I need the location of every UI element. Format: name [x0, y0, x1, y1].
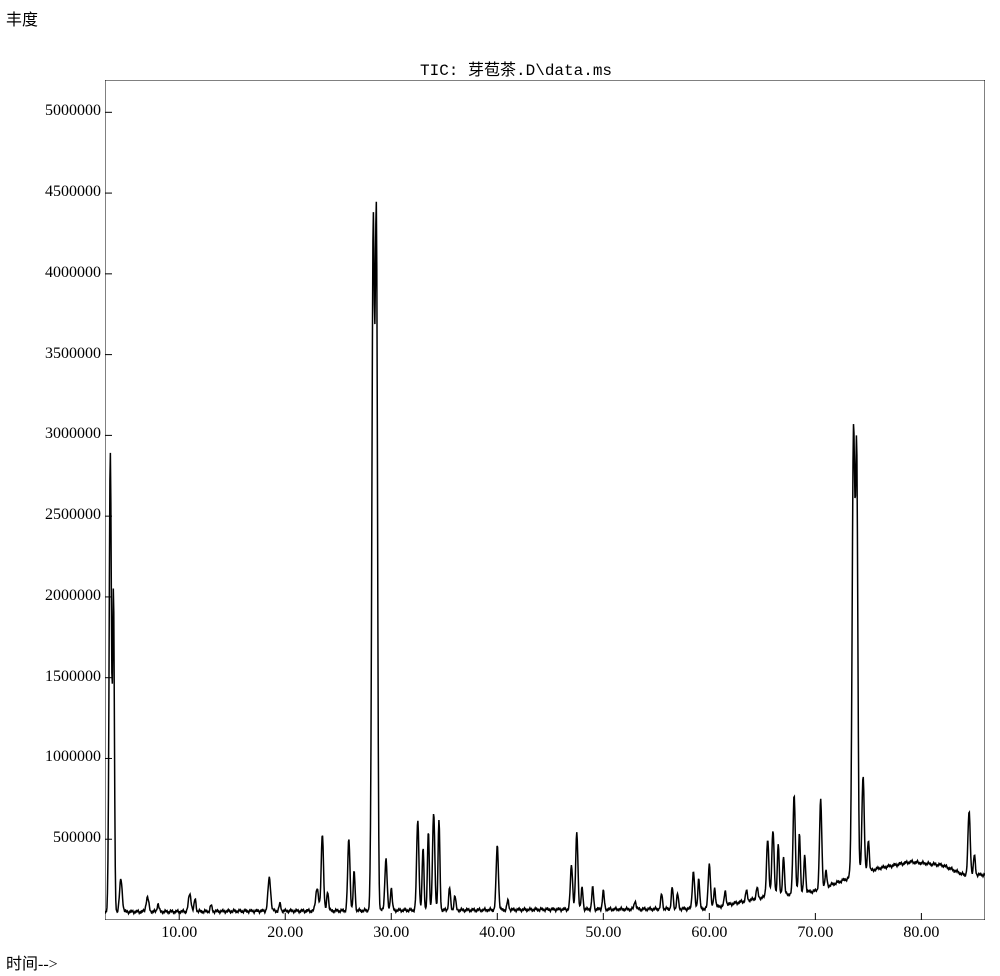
x-tick-label: 40.00 — [467, 924, 527, 942]
x-tick-label: 50.00 — [573, 924, 633, 942]
x-tick-label: 60.00 — [679, 924, 739, 942]
y-tick-label: 4500000 — [6, 183, 101, 201]
y-tick-label: 500000 — [6, 829, 101, 847]
y-tick-label: 3500000 — [6, 345, 101, 363]
y-axis-label: 丰度 — [6, 6, 38, 30]
x-tick-label: 20.00 — [255, 924, 315, 942]
x-tick-label: 70.00 — [785, 924, 845, 942]
chromatogram-plot — [105, 80, 985, 920]
y-tick-label: 2000000 — [6, 587, 101, 605]
y-tick-label: 4000000 — [6, 264, 101, 282]
y-tick-label: 1000000 — [6, 748, 101, 766]
x-axis-label: 时间--> — [6, 950, 58, 974]
x-tick-label: 10.00 — [149, 924, 209, 942]
y-tick-label: 3000000 — [6, 425, 101, 443]
y-tick-label: 5000000 — [6, 102, 101, 120]
y-tick-label: 1500000 — [6, 668, 101, 686]
x-tick-label: 80.00 — [891, 924, 951, 942]
chart-title: TIC: 芽苞茶.D\data.ms — [420, 56, 612, 80]
x-tick-label: 30.00 — [361, 924, 421, 942]
y-tick-label: 2500000 — [6, 506, 101, 524]
